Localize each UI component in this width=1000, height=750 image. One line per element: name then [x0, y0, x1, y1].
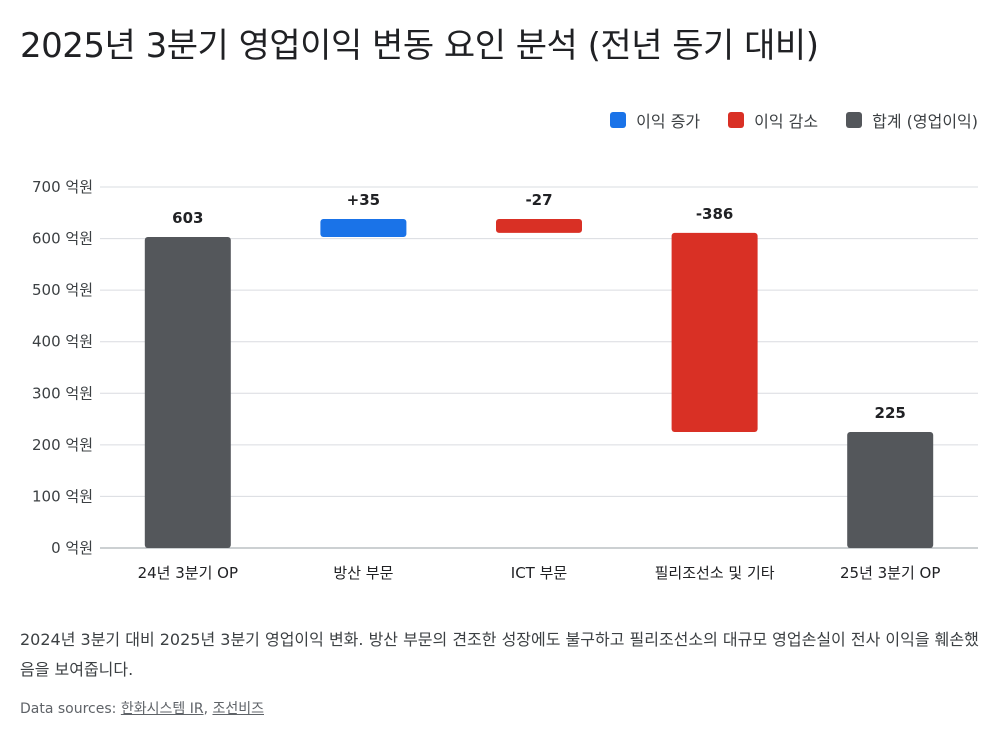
y-tick-label: 300 억원: [32, 384, 93, 402]
y-tick-label: 700 억원: [32, 178, 93, 196]
bar-decrease: [496, 218, 582, 233]
data-label: -27: [525, 191, 552, 209]
data-sources: Data sources: 한화시스템 IR, 조선비즈: [20, 698, 264, 718]
legend-swatch-total: [846, 112, 863, 128]
x-tick-label: 방산 부문: [333, 564, 393, 582]
source-link-chosunbiz[interactable]: 조선비즈: [212, 701, 264, 717]
chart-legend: 이익 증가 이익 감소 합계 (영업이익): [610, 108, 978, 132]
x-tick-label: 25년 3분기 OP: [840, 564, 940, 582]
data-label: 603: [172, 209, 203, 227]
y-tick-label: 200 억원: [32, 436, 93, 454]
x-tick-label: 24년 3분기 OP: [138, 564, 238, 582]
bar-total: [144, 237, 231, 548]
y-tick-label: 500 억원: [32, 281, 93, 299]
chart-caption: 2024년 3분기 대비 2025년 3분기 영업이익 변화. 방산 부문의 견…: [20, 630, 979, 679]
data-label: 225: [875, 404, 906, 422]
y-tick-label: 0 억원: [51, 539, 93, 557]
x-tick-label: ICT 부문: [511, 564, 568, 582]
bar-decrease: [671, 232, 758, 432]
waterfall-chart: 0 억원 100 억원 200 억원 300 억원 400 억원 500 억원 600 억원…: [32, 178, 978, 582]
bar-total: [847, 431, 934, 548]
y-tick-label: 600 억원: [32, 230, 93, 248]
legend-item-decrease[interactable]: 이익 감소: [728, 108, 818, 132]
chart-title: 2025년 3분기 영업이익 변동 요인 분석 (전년 동기 대비): [20, 26, 819, 66]
sources-separator: ,: [203, 701, 213, 717]
y-tick-label: 100 억원: [32, 487, 93, 505]
legend-label-increase: 이익 증가: [636, 112, 701, 131]
bar-increase: [320, 218, 407, 238]
data-label: -386: [696, 205, 734, 223]
source-link-hanwha-ir[interactable]: 한화시스템 IR: [120, 701, 204, 717]
legend-swatch-increase: [610, 112, 627, 128]
legend-item-increase[interactable]: 이익 증가: [610, 108, 700, 132]
legend-label-decrease: 이익 감소: [754, 112, 819, 131]
legend-label-total: 합계 (영업이익): [872, 112, 978, 131]
x-tick-label: 필리조선소 및 기타: [655, 564, 775, 582]
data-label: +35: [347, 191, 380, 209]
legend-item-total[interactable]: 합계 (영업이익): [846, 108, 978, 132]
legend-swatch-decrease: [728, 112, 745, 128]
y-tick-label: 400 억원: [32, 333, 93, 351]
sources-prefix: Data sources:: [20, 701, 121, 717]
